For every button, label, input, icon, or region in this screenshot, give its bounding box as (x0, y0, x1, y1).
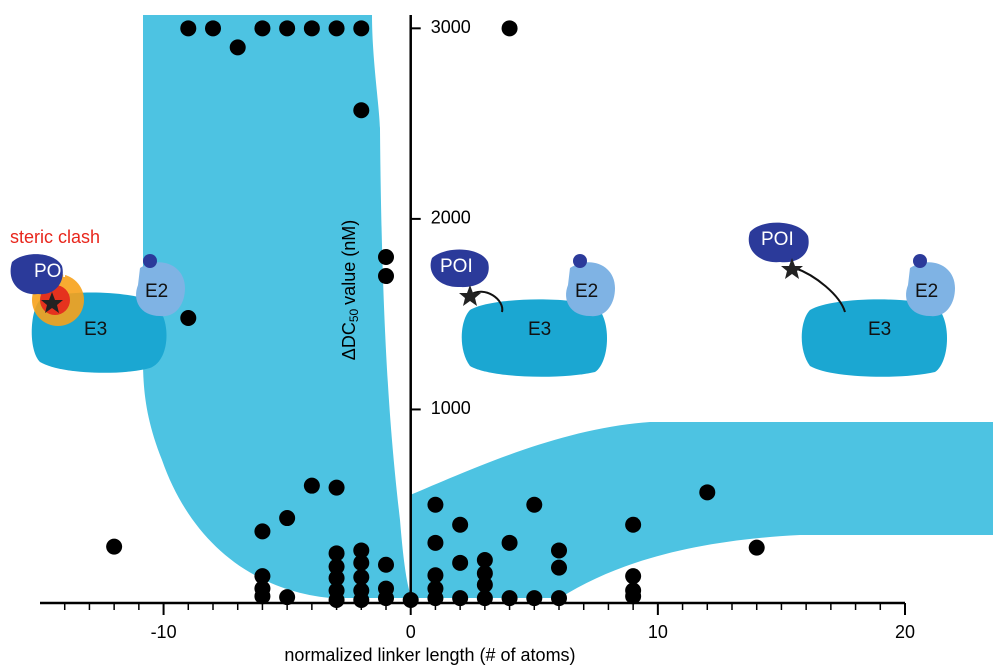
data-point (353, 555, 369, 571)
e3-label: E3 (84, 319, 107, 340)
data-point (551, 560, 567, 576)
x-tick-label: -10 (151, 622, 177, 642)
data-point (180, 20, 196, 36)
data-point (230, 39, 246, 55)
data-point (452, 517, 468, 533)
data-point (403, 592, 419, 608)
data-point (502, 535, 518, 551)
data-point (625, 588, 641, 604)
data-point (551, 590, 567, 606)
page: steric clash POI E2 E3 POI E2 E3 POI E2 … (0, 0, 993, 666)
data-point (254, 20, 270, 36)
data-point (205, 20, 221, 36)
poi-label: POI (440, 256, 473, 277)
e2-cap (573, 254, 587, 268)
data-point (378, 590, 394, 606)
y-tick-label: 1000 (431, 398, 471, 418)
data-point (477, 590, 493, 606)
e2-label: E2 (575, 281, 598, 302)
e2-cap (143, 254, 157, 268)
data-point (452, 590, 468, 606)
data-point (353, 592, 369, 608)
data-point (699, 484, 715, 500)
illustration-short-linker: POI E2 E3 (431, 249, 615, 376)
data-point (279, 20, 295, 36)
data-point (329, 480, 345, 496)
data-point (452, 555, 468, 571)
data-point (304, 20, 320, 36)
chart: steric clash POI E2 E3 POI E2 E3 POI E2 … (0, 0, 993, 666)
data-point (329, 20, 345, 36)
data-point (427, 535, 443, 551)
e2-label: E2 (145, 281, 168, 302)
data-point (502, 590, 518, 606)
illustration-long-linker: POI E2 E3 (749, 223, 955, 377)
data-point (106, 539, 122, 555)
data-point (378, 268, 394, 284)
data-point (254, 523, 270, 539)
data-point (378, 557, 394, 573)
data-point (353, 20, 369, 36)
data-point (304, 478, 320, 494)
e3-label: E3 (528, 319, 551, 340)
x-tick-label: 0 (406, 622, 416, 642)
data-point (427, 590, 443, 606)
data-point (378, 249, 394, 265)
y-label-suffix: value (nM) (339, 220, 359, 305)
data-point (279, 510, 295, 526)
e2-label: E2 (915, 281, 938, 302)
y-tick-label: 3000 (431, 17, 471, 37)
data-point (427, 497, 443, 513)
star (459, 285, 481, 306)
data-point (279, 589, 295, 605)
right-band (410, 422, 993, 598)
x-tick-label: 10 (648, 622, 668, 642)
y-label-main: ΔDC (339, 322, 359, 360)
data-point (625, 517, 641, 533)
data-point (625, 568, 641, 584)
poi-label: POI (34, 261, 67, 282)
data-point (502, 20, 518, 36)
y-axis-label: ΔDC50 value (nM) (339, 220, 361, 360)
data-point (353, 102, 369, 118)
data-point (329, 592, 345, 608)
data-point (749, 540, 765, 556)
data-point (180, 310, 196, 326)
x-axis-label: normalized linker length (# of atoms) (284, 645, 575, 665)
data-point (526, 497, 542, 513)
e3-label: E3 (868, 319, 891, 340)
data-point (526, 590, 542, 606)
poi-label: POI (761, 229, 794, 250)
y-label-sub: 50 (347, 309, 361, 323)
e2-cap (913, 254, 927, 268)
data-point (254, 588, 270, 604)
data-point (551, 542, 567, 558)
left-band (143, 15, 412, 598)
x-tick-label: 20 (895, 622, 915, 642)
y-tick-label: 2000 (431, 208, 471, 228)
annotation: steric clash (10, 227, 100, 247)
